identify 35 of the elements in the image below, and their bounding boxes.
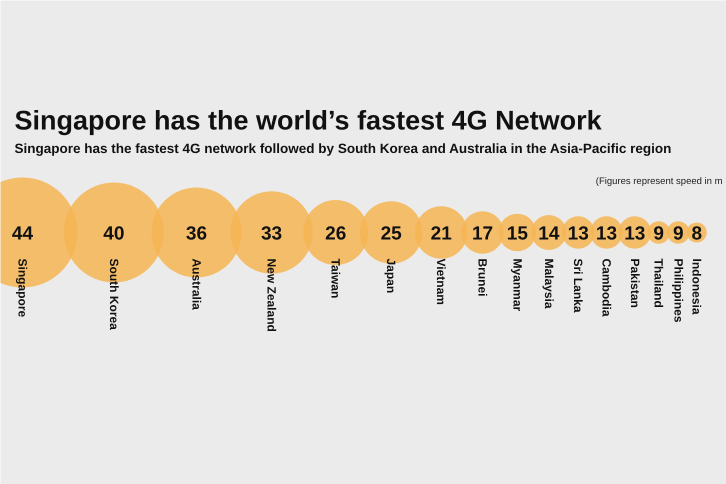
category-label: Philippines: [671, 258, 686, 323]
data-label: 26: [325, 224, 346, 244]
data-label: 40: [103, 224, 124, 244]
category-label: Pakistan: [628, 258, 642, 308]
data-label: 21: [430, 224, 452, 244]
category-label: Sri Lanka: [571, 258, 586, 313]
data-label: 9: [672, 224, 684, 244]
text: Singapore has the world’s fastest 4G Network: [14, 106, 603, 136]
data-label: 17: [472, 224, 494, 244]
data-label: 13: [596, 224, 618, 244]
category-label: Brunei: [476, 258, 490, 297]
data-label: 44: [12, 224, 34, 244]
text: (Figures represent speed in m: [596, 176, 723, 187]
category-label: Malaysia: [542, 258, 556, 309]
category-label: Thailand: [652, 258, 666, 308]
category-label: South Korea: [106, 258, 121, 330]
category-label: Australia: [190, 258, 204, 310]
data-label: 13: [624, 224, 646, 244]
data-label: 8: [691, 224, 702, 244]
category-label: Cambodia: [599, 258, 614, 317]
data-label: 36: [186, 224, 208, 244]
category-label: Vietnam: [434, 258, 448, 305]
data-label: 14: [538, 224, 560, 244]
data-label: 15: [506, 224, 528, 244]
category-label: Myanmar: [510, 258, 524, 312]
data-label: 9: [653, 224, 664, 244]
category-label: Singapore: [16, 258, 30, 318]
data-label: 25: [380, 224, 402, 244]
text: Singapore has the fastest 4G network followed by South Korea and Australia in the Asia-Pacific region: [14, 141, 672, 156]
data-label: 33: [260, 224, 282, 244]
data-label: 13: [568, 224, 589, 244]
category-label: Japan: [384, 258, 398, 294]
category-label: Indonesia: [690, 258, 704, 315]
category-label: Taiwan: [328, 258, 343, 298]
category-label: New Zealand: [264, 258, 279, 332]
